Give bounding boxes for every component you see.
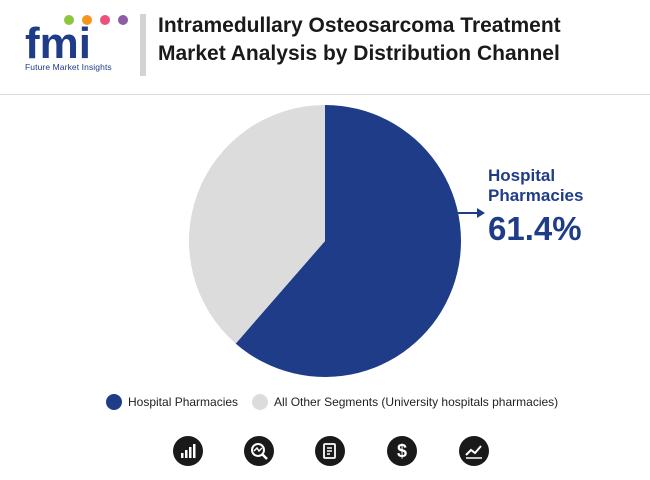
chart-legend: Hospital Pharmacies All Other Segments (… bbox=[106, 392, 572, 412]
legend-swatch bbox=[106, 394, 122, 410]
pie-slice-0 bbox=[235, 105, 462, 377]
report-document-icon bbox=[315, 436, 345, 466]
footer-icon-row: $ bbox=[0, 436, 650, 470]
logo-text: fmi bbox=[25, 19, 91, 62]
legend-item-hospital-pharmacies: Hospital Pharmacies bbox=[106, 394, 238, 410]
bar-chart-icon bbox=[173, 436, 203, 466]
header: fmi Future Market Insights Intramedullar… bbox=[0, 0, 650, 90]
svg-text:$: $ bbox=[397, 441, 407, 461]
callout-arrow-head bbox=[477, 208, 485, 218]
legend-label: Hospital Pharmacies bbox=[128, 395, 239, 409]
search-analytics-icon bbox=[244, 436, 274, 466]
page-title: Intramedullary Osteosarcoma Treatment Ma… bbox=[158, 12, 638, 68]
title-line-1: Intramedullary Osteosarcoma Treatment bbox=[158, 14, 561, 37]
company-logo: fmi Future Market Insights bbox=[25, 12, 135, 74]
title-divider bbox=[140, 14, 146, 76]
header-divider bbox=[0, 94, 650, 95]
dollar-icon: $ bbox=[387, 436, 417, 466]
pie-chart bbox=[188, 105, 485, 377]
callout-value: 61.4% bbox=[488, 210, 582, 247]
legend-swatch bbox=[252, 394, 269, 410]
callout-label: Hospital Pharmacies bbox=[488, 166, 584, 205]
fmi-logo-mark: fmi bbox=[25, 15, 128, 62]
legend-label: All Other Segments (University hospitals… bbox=[274, 395, 559, 409]
title-line-2: Market Analysis by Distribution Channel bbox=[158, 42, 560, 65]
logo-caption: Future Market Insights bbox=[25, 62, 112, 72]
pie-slice-1 bbox=[188, 105, 325, 344]
chart-callout: Hospital Pharmacies 61.4% bbox=[488, 166, 628, 248]
legend-item-other-segments: All Other Segments (University hospitals… bbox=[252, 394, 558, 410]
trend-chart-icon bbox=[459, 436, 489, 466]
